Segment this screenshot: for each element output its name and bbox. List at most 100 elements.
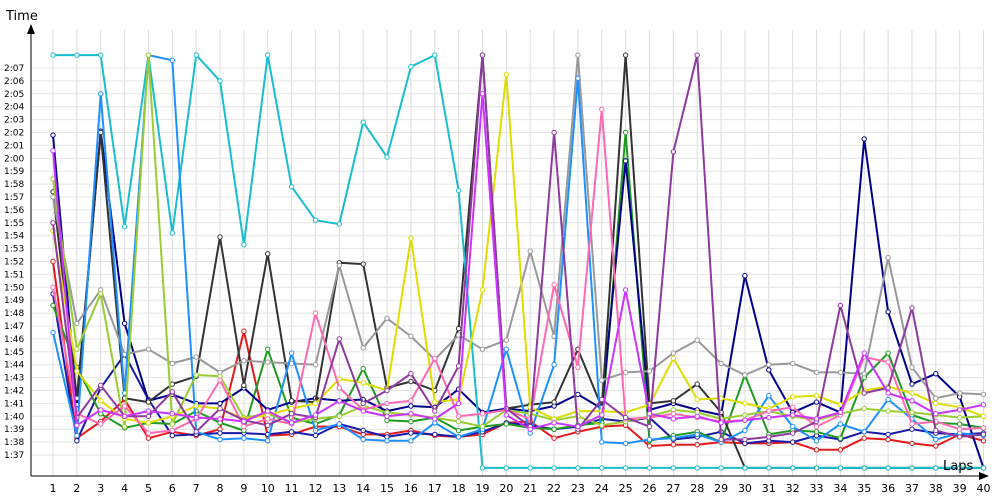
data-point [455, 187, 462, 194]
data-point [599, 422, 605, 428]
data-point [837, 369, 844, 376]
data-point [336, 336, 342, 342]
data-point [479, 52, 486, 58]
y-tick-label: 1:56 [4, 206, 24, 216]
x-tick-label: 23 [571, 482, 585, 495]
x-tick-label: 2 [73, 482, 80, 495]
data-point [145, 408, 152, 414]
data-point [575, 465, 581, 471]
x-tick-label: 9 [240, 482, 247, 495]
data-point [265, 346, 271, 352]
data-point [551, 362, 557, 368]
data-point [766, 362, 772, 368]
series-line [52, 108, 984, 435]
data-point [241, 435, 247, 441]
data-point [217, 377, 223, 383]
y-tick-label: 2:03 [4, 116, 24, 126]
y-tick-label: 1:54 [4, 232, 24, 242]
series-8 [50, 52, 987, 447]
data-point [336, 385, 342, 391]
data-point [288, 398, 295, 404]
data-point [265, 52, 271, 58]
data-point [909, 364, 915, 370]
data-point [408, 235, 414, 242]
data-point [408, 371, 414, 377]
tick-labels: 1 2 3 4 5 6 7 8 9 10 11 12 13 14 15 16 17 18 19 20 21 22 23 24 2… [4, 64, 991, 495]
data-point [575, 75, 581, 82]
data-point [575, 52, 581, 58]
data-point [885, 309, 891, 315]
data-point [861, 350, 867, 356]
data-point [694, 431, 700, 438]
data-point [742, 427, 748, 434]
data-point [670, 416, 677, 422]
data-point [694, 337, 700, 343]
data-point [718, 420, 724, 426]
data-point [718, 360, 724, 367]
data-point [599, 106, 605, 113]
data-point [503, 71, 509, 78]
data-point [288, 405, 295, 412]
data-point [50, 258, 56, 265]
data-point [551, 435, 557, 441]
data-point [503, 337, 509, 343]
data-point [790, 360, 796, 367]
data-point [74, 52, 80, 58]
data-point [455, 413, 462, 419]
data-point [479, 287, 486, 293]
data-point [742, 412, 748, 418]
x-tick-label: 33 [810, 482, 824, 495]
x-tick-label: 40 [977, 482, 991, 495]
data-point [217, 416, 223, 422]
data-point [98, 398, 104, 404]
x-tick-label: 8 [217, 482, 224, 495]
data-point [74, 368, 80, 374]
data-point [360, 380, 366, 386]
data-point [241, 328, 247, 334]
data-point [217, 78, 223, 84]
data-point [909, 390, 915, 396]
data-point [241, 382, 247, 388]
x-tick-label: 14 [356, 482, 370, 495]
data-point [766, 414, 772, 421]
y-tick-label: 1:50 [4, 283, 24, 293]
data-point [432, 52, 438, 58]
x-tick-label: 22 [547, 482, 561, 495]
data-point [360, 261, 366, 267]
data-point [169, 432, 176, 439]
data-point [265, 438, 271, 444]
data-point [408, 378, 414, 385]
data-point [813, 369, 820, 376]
data-point [455, 400, 462, 407]
data-point [384, 413, 390, 419]
series-line [52, 54, 984, 428]
data-point [312, 400, 319, 407]
data-point [837, 435, 844, 441]
data-point [241, 423, 247, 430]
data-point [980, 402, 987, 408]
data-point [980, 391, 987, 398]
data-point [790, 412, 796, 418]
data-point [980, 413, 987, 419]
data-point [646, 465, 653, 471]
data-point [169, 427, 176, 434]
data-point [121, 413, 128, 419]
data-point [360, 427, 366, 434]
y-tick-label: 1:51 [4, 270, 24, 280]
data-point [622, 158, 629, 164]
data-point [193, 372, 199, 378]
data-point [909, 409, 915, 416]
data-point [503, 421, 509, 427]
data-point [909, 305, 915, 311]
x-axis-arrow [979, 472, 989, 480]
data-point [599, 396, 605, 403]
series-line [52, 73, 984, 424]
data-point [790, 394, 796, 400]
data-point [217, 405, 223, 412]
data-point [288, 411, 295, 417]
data-point [813, 438, 820, 444]
data-point [599, 439, 605, 445]
data-point [145, 435, 152, 441]
data-point [670, 465, 677, 471]
